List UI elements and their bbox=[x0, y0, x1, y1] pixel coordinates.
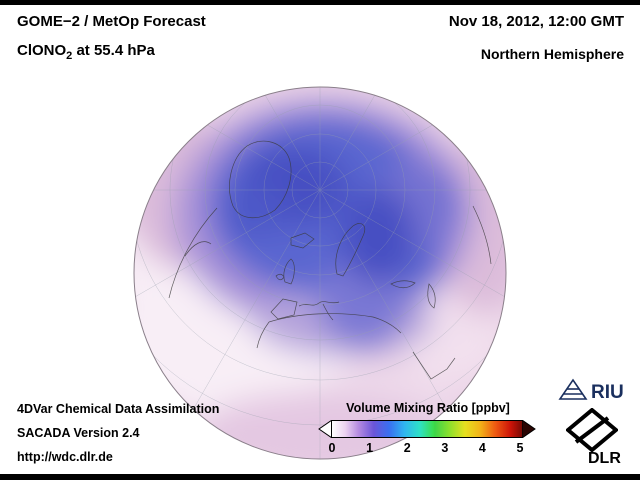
colorbar-tick-label: 4 bbox=[478, 441, 486, 455]
plot-title: GOME−2 / MetOp Forecast bbox=[17, 13, 206, 30]
url-label: http://wdc.dlr.de bbox=[17, 450, 113, 464]
globe-map bbox=[133, 86, 507, 460]
plot-subtitle: ClONO2 at 55.4 hPa bbox=[17, 42, 155, 62]
colorbar-tick-label: 3 bbox=[441, 441, 449, 455]
globe-outline bbox=[133, 86, 507, 460]
bottom-black-bar bbox=[0, 474, 640, 480]
mixing-ratio-field bbox=[134, 101, 506, 459]
dlr-logo-text: DLR bbox=[588, 450, 621, 467]
coastlines bbox=[168, 140, 492, 380]
colorbar-tick-label: 5 bbox=[516, 441, 524, 455]
pressure-level-label: at 55.4 hPa bbox=[72, 42, 155, 59]
datetime-label: Nov 18, 2012, 12:00 GMT bbox=[448, 13, 624, 30]
species-subscript: 2 bbox=[66, 50, 73, 62]
colorbar bbox=[318, 420, 538, 438]
globe-svg bbox=[133, 86, 507, 460]
colorbar-right-arrow-shape bbox=[522, 420, 536, 438]
colorbar-left-arrow bbox=[318, 420, 332, 438]
colorbar-title: Volume Mixing Ratio [ppbv] bbox=[346, 401, 510, 415]
colorbar-tick-label: 2 bbox=[403, 441, 411, 455]
version-label: SACADA Version 2.4 bbox=[17, 426, 140, 440]
colorbar-gradient bbox=[331, 420, 523, 438]
hemisphere-label: Northern Hemisphere bbox=[480, 46, 624, 62]
riu-logo-triangle bbox=[558, 378, 588, 400]
assimilation-label: 4DVar Chemical Data Assimilation bbox=[17, 402, 220, 416]
colorbar-ticks: 0 1 2 3 4 5 bbox=[318, 441, 538, 457]
riu-logo: RIU bbox=[558, 378, 624, 403]
colorbar-right-arrow bbox=[522, 420, 536, 438]
top-black-bar bbox=[0, 0, 640, 5]
colorbar-left-arrow-shape bbox=[318, 420, 332, 438]
colorbar-tick-label: 0 bbox=[328, 441, 336, 455]
species-label: ClONO bbox=[17, 42, 67, 59]
colorbar-tick-label: 1 bbox=[366, 441, 374, 455]
riu-logo-text: RIU bbox=[591, 382, 624, 403]
dlr-logo-mark bbox=[566, 408, 618, 452]
